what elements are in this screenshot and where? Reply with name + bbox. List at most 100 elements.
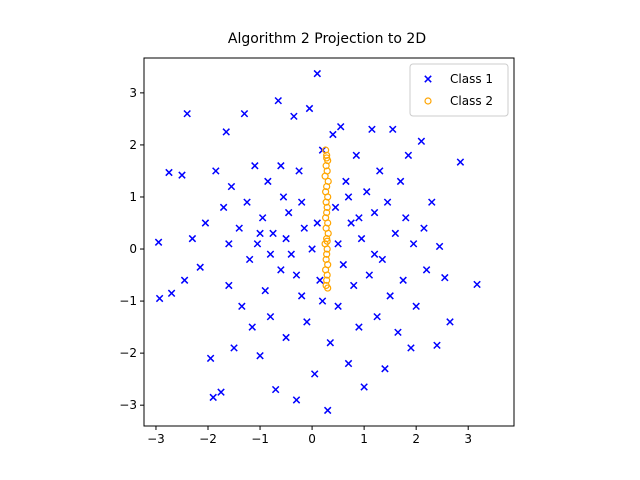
point — [362, 188, 371, 196]
point — [394, 328, 402, 337]
point — [269, 229, 277, 238]
point — [370, 250, 379, 258]
point — [323, 154, 331, 162]
point — [180, 276, 189, 284]
y-tick-label: 3 — [129, 86, 137, 100]
point — [389, 125, 397, 134]
legend-marker — [424, 75, 432, 83]
point — [155, 294, 164, 303]
point — [297, 292, 306, 300]
point — [206, 354, 215, 363]
chart-title: Algorithm 2 Projection to 2D — [228, 31, 426, 47]
point — [243, 198, 251, 206]
point — [295, 167, 303, 175]
point — [235, 224, 243, 232]
point — [165, 168, 173, 177]
point — [407, 344, 415, 352]
point — [178, 171, 186, 179]
point — [261, 286, 269, 295]
legend-label: Class 1 — [450, 72, 493, 86]
point — [225, 281, 233, 290]
y-tick-label: −3 — [119, 398, 137, 412]
point — [322, 146, 330, 154]
point — [248, 323, 256, 331]
point — [383, 198, 392, 206]
legend-label: Class 2 — [450, 94, 493, 108]
point — [264, 177, 272, 186]
point — [352, 151, 361, 160]
point — [326, 338, 335, 347]
x-tick-label: 0 — [308, 432, 316, 446]
point — [271, 385, 280, 394]
point — [240, 109, 249, 118]
point — [201, 219, 210, 227]
point — [456, 158, 465, 166]
y-tick-label: 1 — [129, 190, 137, 204]
point — [344, 359, 353, 368]
point — [396, 177, 405, 186]
y-tick-label: 2 — [129, 138, 137, 152]
point — [323, 276, 331, 284]
point — [251, 162, 259, 170]
point — [409, 240, 418, 248]
point — [323, 182, 331, 191]
point — [365, 271, 374, 279]
point — [357, 234, 366, 243]
point — [277, 162, 285, 170]
point — [342, 177, 350, 186]
point — [339, 260, 348, 269]
point — [323, 151, 331, 159]
point — [217, 388, 225, 396]
x-tick-label: −2 — [199, 432, 217, 446]
legend-box — [409, 63, 509, 117]
point — [391, 229, 400, 238]
point — [284, 208, 293, 217]
point — [323, 208, 331, 217]
point — [282, 333, 290, 342]
x-tick-label: 2 — [412, 432, 420, 446]
point — [227, 182, 236, 191]
point — [323, 237, 331, 245]
point — [313, 219, 322, 227]
x-tick-label: 3 — [464, 432, 472, 446]
point — [303, 318, 311, 326]
point — [378, 255, 387, 264]
point — [420, 224, 428, 232]
point — [256, 229, 264, 238]
point — [316, 276, 324, 284]
point — [258, 214, 267, 222]
x-tick-label: 1 — [360, 432, 368, 446]
y-tick-label: 0 — [129, 242, 137, 256]
point — [370, 208, 379, 217]
point — [321, 172, 329, 180]
plot-frame — [143, 57, 515, 427]
point — [318, 297, 327, 305]
point — [279, 193, 288, 201]
point — [331, 203, 340, 212]
point — [344, 193, 353, 201]
point — [428, 198, 436, 206]
x-tick-label: −3 — [147, 432, 165, 446]
point — [441, 273, 449, 282]
point — [290, 112, 298, 121]
point — [322, 198, 330, 206]
point — [323, 245, 331, 253]
point — [183, 109, 191, 118]
point — [422, 266, 431, 274]
point — [446, 318, 454, 326]
point — [433, 341, 441, 350]
point — [256, 352, 264, 360]
point — [266, 250, 275, 258]
point — [323, 271, 331, 279]
point — [292, 396, 301, 404]
point — [292, 271, 301, 279]
point — [225, 240, 233, 248]
y-tick-label: −2 — [119, 346, 137, 360]
point — [266, 312, 275, 321]
point — [287, 250, 296, 258]
point — [402, 214, 410, 222]
point — [329, 130, 337, 139]
point — [308, 245, 316, 253]
point — [167, 289, 176, 298]
